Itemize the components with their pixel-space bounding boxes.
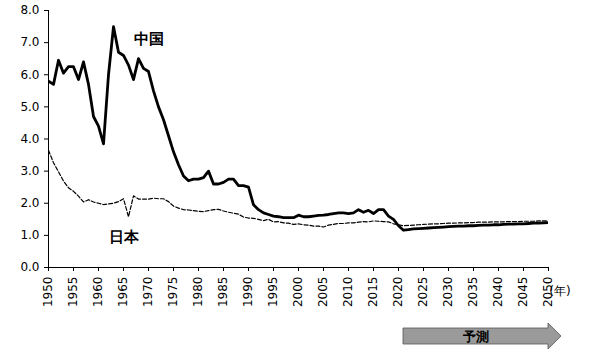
svg-text:2005: 2005 <box>316 277 330 308</box>
svg-text:1995: 1995 <box>266 277 280 308</box>
svg-text:中国: 中国 <box>134 30 164 48</box>
svg-text:1965: 1965 <box>116 277 130 308</box>
svg-text:2015: 2015 <box>366 277 380 308</box>
svg-text:2020: 2020 <box>391 277 405 308</box>
svg-text:0.0: 0.0 <box>20 260 39 274</box>
svg-text:2045: 2045 <box>516 277 530 308</box>
svg-text:2050: 2050 <box>541 276 556 307</box>
svg-text:1975: 1975 <box>166 277 180 308</box>
svg-text:1990: 1990 <box>241 277 255 308</box>
svg-text:1950: 1950 <box>41 277 55 308</box>
svg-text:1980: 1980 <box>191 277 205 308</box>
svg-text:1960: 1960 <box>91 277 105 308</box>
svg-text:8.0: 8.0 <box>20 3 39 17</box>
svg-text:2010: 2010 <box>341 277 355 308</box>
svg-text:2025: 2025 <box>416 277 430 308</box>
svg-text:2040: 2040 <box>491 277 505 308</box>
svg-text:2030: 2030 <box>441 277 455 308</box>
svg-text:予測: 予測 <box>462 329 489 344</box>
svg-text:1970: 1970 <box>141 277 155 308</box>
svg-text:1955: 1955 <box>66 277 80 308</box>
svg-text:2.0: 2.0 <box>20 196 39 210</box>
svg-text:3.0: 3.0 <box>20 164 39 178</box>
svg-text:日本: 日本 <box>109 228 140 246</box>
svg-text:2000: 2000 <box>291 277 305 308</box>
svg-text:1.0: 1.0 <box>20 228 39 242</box>
svg-text:4.0: 4.0 <box>20 132 39 146</box>
svg-text:(年): (年) <box>549 284 570 298</box>
svg-text:1985: 1985 <box>216 277 230 308</box>
svg-text:5.0: 5.0 <box>20 100 39 114</box>
svg-text:2035: 2035 <box>466 277 480 308</box>
svg-text:6.0: 6.0 <box>20 68 39 82</box>
svg-text:7.0: 7.0 <box>20 35 39 49</box>
